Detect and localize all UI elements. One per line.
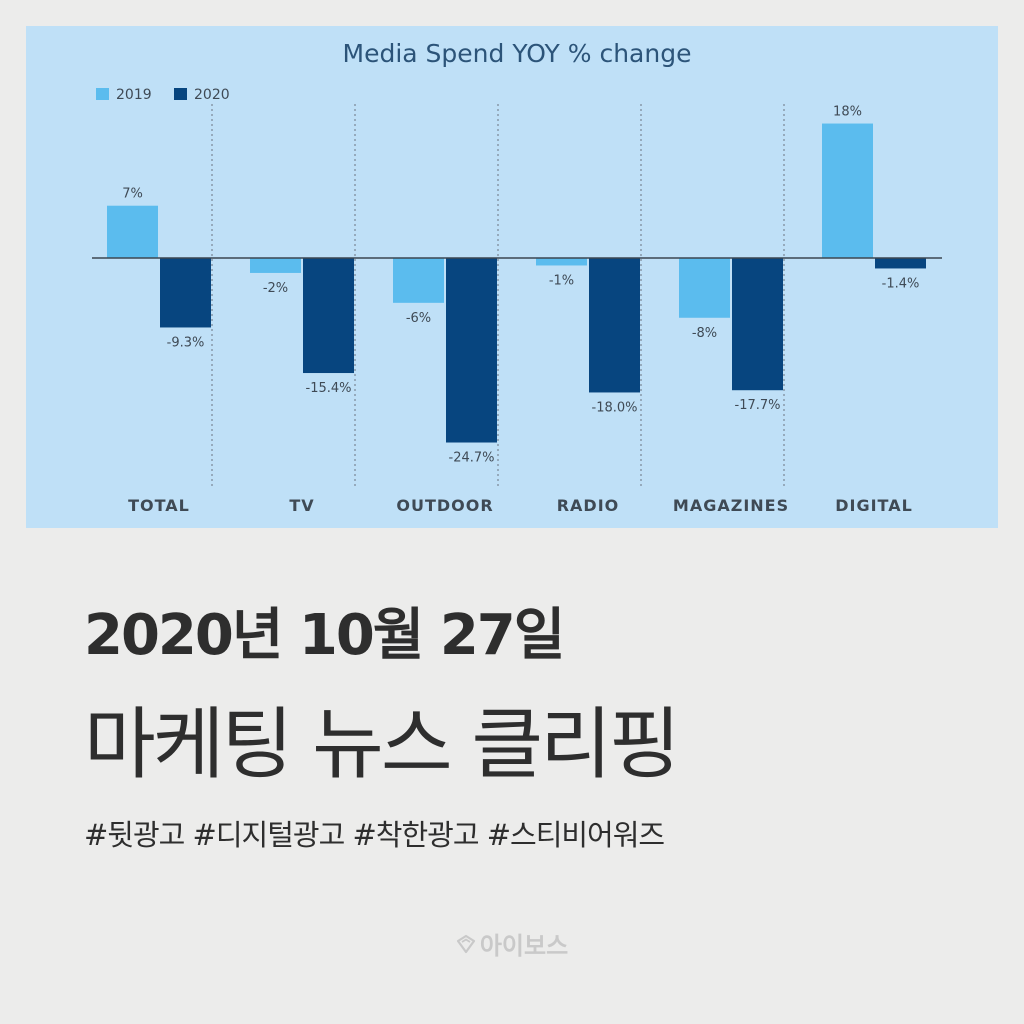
media-spend-chart: Media Spend YOY % change 2019 2020 7% -9.3% T…	[92, 39, 942, 515]
category-label-digital: DIGITAL	[835, 496, 913, 515]
data-label: -1.4%	[882, 276, 920, 291]
hashtags: #뒷광고 #디지털광고 #착한광고 #스티비어워즈	[84, 818, 665, 852]
bar-outdoor-2020	[446, 258, 497, 443]
data-label: -8%	[692, 326, 717, 341]
legend-swatch-2020	[174, 88, 187, 100]
bar-radio-2020	[589, 258, 640, 393]
bar-tv-2020	[303, 258, 354, 374]
data-label: -24.7%	[449, 451, 495, 466]
bar-tv-2019	[250, 258, 301, 273]
date-title: 2020년 10월 27일	[84, 603, 565, 668]
bar-total-2020	[160, 258, 211, 328]
bar-magazines-2020	[732, 258, 783, 391]
bar-magazines-2019	[679, 258, 730, 318]
legend-swatch-2019	[96, 88, 109, 100]
chart-panel: Media Spend YOY % change 2019 2020 7% -9.3% T…	[26, 26, 998, 528]
data-label: -1%	[549, 273, 574, 288]
data-label: -17.7%	[735, 398, 781, 413]
headline: 마케팅 뉴스 클리핑	[84, 700, 681, 790]
data-label: -15.4%	[306, 381, 352, 396]
data-label: 7%	[122, 187, 143, 202]
legend-label-2019: 2019	[116, 87, 152, 103]
category-label-magazines: MAGAZINES	[673, 496, 789, 515]
bar-digital-2019	[822, 123, 873, 258]
bar-outdoor-2019	[393, 258, 444, 303]
ibos-logo-icon	[456, 934, 476, 954]
category-label-tv: TV	[289, 496, 314, 515]
category-label-radio: RADIO	[557, 496, 620, 515]
legend-label-2020: 2020	[194, 87, 230, 103]
data-label: -9.3%	[167, 335, 205, 350]
bar-total-2019	[107, 205, 158, 258]
bar-digital-2020	[875, 258, 926, 269]
chart-title: Media Spend YOY % change	[343, 39, 692, 68]
data-label: -6%	[406, 311, 431, 326]
brand-name: 아이보스	[479, 932, 569, 960]
bar-radio-2019	[536, 258, 587, 266]
data-label: -2%	[263, 281, 288, 296]
brand: 아이보스	[0, 926, 1024, 961]
data-label: -18.0%	[592, 400, 638, 415]
category-label-outdoor: OUTDOOR	[396, 496, 493, 515]
data-label: 18%	[833, 105, 862, 120]
category-label-total: TOTAL	[128, 496, 190, 515]
